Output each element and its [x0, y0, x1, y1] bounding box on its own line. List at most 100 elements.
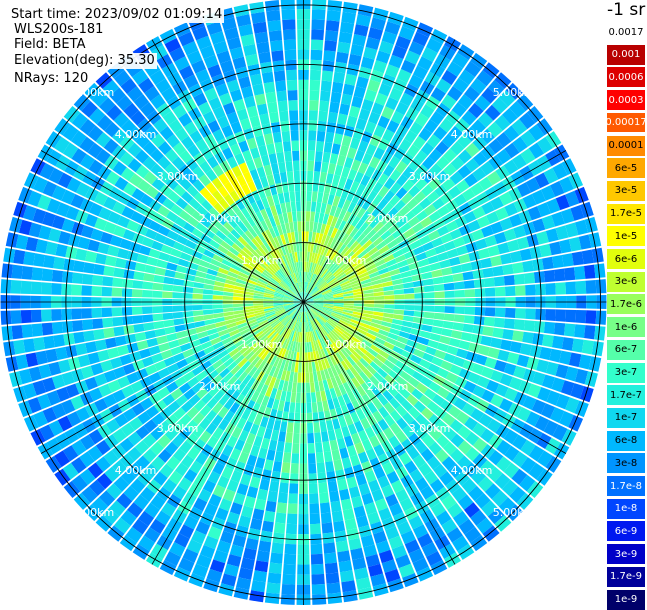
beta-cell — [291, 130, 299, 140]
beta-cell — [12, 265, 23, 279]
beta-cell — [307, 161, 314, 171]
beta-cell — [31, 281, 42, 294]
beta-cell — [312, 584, 326, 595]
beta-cell — [145, 265, 156, 274]
colorbar-cell: 1e-8 — [607, 499, 645, 519]
beta-cell — [274, 70, 285, 81]
beta-cell — [331, 92, 342, 103]
beta-cell — [281, 594, 295, 605]
beta-cell — [145, 330, 156, 339]
colorbar-cell: 6e-9 — [607, 521, 645, 541]
beta-cell — [182, 293, 192, 299]
beta-cell — [525, 285, 536, 296]
beta-cell — [374, 304, 384, 308]
beta-cell — [253, 298, 263, 301]
beta-cell — [284, 401, 290, 412]
beta-cell — [308, 463, 316, 473]
beta-cell — [492, 266, 503, 277]
beta-cell — [305, 252, 308, 262]
beta-cell — [173, 312, 184, 319]
beta-cell — [251, 580, 266, 592]
beta-cell — [172, 306, 182, 312]
beta-cell — [275, 512, 286, 523]
beta-cell — [279, 111, 289, 122]
beta-cell — [323, 50, 335, 61]
beta-cell — [172, 292, 182, 298]
colorbar-cell: 0.0003 — [607, 90, 645, 110]
beta-cell — [309, 372, 314, 382]
beta-cell — [291, 392, 296, 403]
beta-cell — [290, 473, 299, 484]
beta-cell — [364, 304, 374, 308]
colorbar-cell: 1e-6 — [607, 317, 645, 337]
beta-cell — [289, 402, 295, 413]
beta-cell — [1, 279, 12, 293]
beta-cell — [127, 251, 139, 261]
beta-cell — [85, 251, 97, 263]
beta-cell — [345, 74, 357, 86]
beta-cell — [344, 125, 354, 137]
beta-cell — [524, 272, 535, 283]
beta-cell — [298, 362, 302, 372]
beta-cell — [264, 459, 274, 470]
beta-cell — [21, 310, 32, 323]
colorbar-cell: 3e-8 — [607, 453, 645, 473]
beta-cell — [278, 101, 288, 112]
beta-cell — [482, 326, 493, 336]
beta-cell — [255, 32, 269, 44]
beta-cell — [137, 340, 149, 350]
beta-cell — [95, 253, 107, 264]
colorbar-separator — [607, 132, 645, 134]
beta-cell — [278, 431, 286, 442]
beta-cell — [173, 278, 184, 285]
beta-cell — [300, 342, 303, 352]
beta-cell — [472, 269, 483, 279]
beta-cell — [203, 309, 214, 314]
beta-cell — [288, 100, 298, 111]
beta-cell — [309, 493, 319, 504]
beta-cell — [374, 292, 384, 297]
beta-cell — [105, 255, 117, 266]
beta-cell — [321, 512, 332, 523]
beta-cell — [364, 297, 374, 301]
beta-cell — [291, 453, 299, 463]
beta-cell — [266, 143, 275, 154]
beta-cell — [264, 133, 274, 144]
beta-cell — [459, 254, 471, 264]
beta-cell — [253, 570, 267, 582]
beta-cell — [297, 373, 301, 383]
beta-cell — [283, 141, 291, 152]
beta-cell — [307, 433, 314, 443]
beta-cell — [262, 469, 272, 481]
beta-cell — [53, 334, 65, 347]
beta-cell — [404, 310, 415, 316]
beta-cell — [82, 319, 93, 330]
beta-cell — [152, 291, 162, 298]
beta-cell — [42, 269, 53, 282]
beta-cell — [143, 322, 154, 331]
beta-cell — [91, 286, 102, 296]
beta-cell — [275, 451, 284, 462]
beta-cell — [284, 442, 292, 453]
beta-cell — [132, 289, 142, 297]
beta-cell — [292, 151, 299, 161]
beta-cell — [269, 30, 282, 41]
beta-cell — [319, 101, 329, 112]
beta-cell — [474, 316, 485, 325]
beta-cell — [313, 412, 319, 423]
beta-cell — [291, 463, 299, 473]
beta-cell — [414, 305, 424, 311]
beta-cell — [309, 110, 318, 121]
beta-cell — [255, 499, 266, 511]
beta-cell — [310, 514, 321, 525]
beta-cell — [173, 318, 184, 325]
beta-cell — [336, 540, 349, 552]
beta-cell — [284, 40, 296, 51]
beta-cell — [317, 462, 326, 473]
beta-cell — [311, 544, 323, 555]
beta-cell — [340, 570, 354, 582]
beta-cell — [153, 321, 164, 329]
beta-cell — [280, 172, 287, 183]
beta-cell — [269, 440, 278, 451]
beta-cell — [316, 452, 324, 463]
